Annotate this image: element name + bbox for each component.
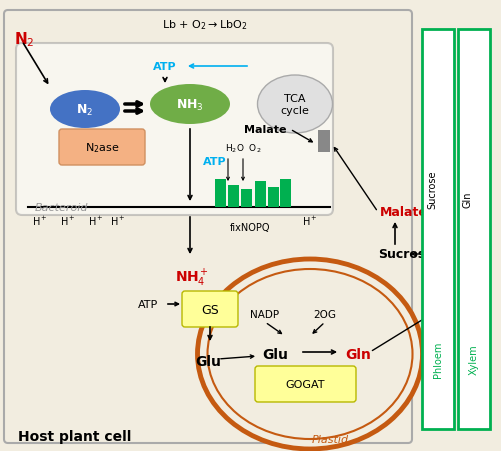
FancyBboxPatch shape bbox=[182, 291, 237, 327]
Text: TCA
cycle: TCA cycle bbox=[280, 94, 309, 115]
Text: Gln: Gln bbox=[462, 191, 472, 208]
Text: N$_2$: N$_2$ bbox=[76, 102, 93, 117]
Text: fixNOPQ: fixNOPQ bbox=[229, 222, 270, 232]
Text: ATP: ATP bbox=[138, 299, 158, 309]
Text: NH$_3$: NH$_3$ bbox=[176, 97, 203, 112]
Bar bbox=[457, 30, 489, 429]
Text: Malate: Malate bbox=[243, 125, 286, 135]
Ellipse shape bbox=[50, 91, 120, 129]
Text: GOGAT: GOGAT bbox=[285, 379, 324, 389]
Text: Xylem: Xylem bbox=[468, 344, 478, 374]
FancyBboxPatch shape bbox=[59, 130, 145, 166]
Ellipse shape bbox=[150, 85, 229, 125]
FancyBboxPatch shape bbox=[16, 44, 332, 216]
Text: H$^+$: H$^+$ bbox=[88, 215, 104, 228]
Text: Sucrose: Sucrose bbox=[426, 170, 436, 209]
Text: H$^+$: H$^+$ bbox=[110, 215, 126, 228]
Text: Malate: Malate bbox=[379, 206, 427, 219]
Text: Glu: Glu bbox=[262, 347, 288, 361]
Bar bbox=[280, 179, 291, 207]
Text: Glu: Glu bbox=[194, 354, 220, 368]
Text: N$_2$: N$_2$ bbox=[14, 30, 35, 49]
Text: Plastid: Plastid bbox=[311, 434, 348, 444]
Text: Bacteroid: Bacteroid bbox=[35, 202, 88, 212]
Bar bbox=[421, 30, 453, 429]
Bar bbox=[255, 182, 266, 207]
Text: ATP: ATP bbox=[153, 62, 176, 72]
Ellipse shape bbox=[257, 76, 332, 133]
Bar bbox=[268, 188, 279, 207]
Text: Gln: Gln bbox=[344, 347, 370, 361]
Text: H$_2$O  O$_2$: H$_2$O O$_2$ bbox=[224, 142, 261, 155]
Text: GS: GS bbox=[201, 303, 218, 316]
Text: ATP: ATP bbox=[203, 156, 226, 166]
Text: Lb + O$_2$$\rightarrow$LbO$_2$: Lb + O$_2$$\rightarrow$LbO$_2$ bbox=[162, 18, 247, 32]
Text: H$^+$: H$^+$ bbox=[60, 215, 76, 228]
Bar bbox=[240, 189, 252, 207]
Text: Phloem: Phloem bbox=[432, 341, 442, 377]
Text: H$^+$: H$^+$ bbox=[32, 215, 48, 228]
FancyBboxPatch shape bbox=[255, 366, 355, 402]
Bar bbox=[214, 179, 225, 207]
Text: N$_2$ase: N$_2$ase bbox=[85, 141, 119, 155]
FancyBboxPatch shape bbox=[4, 11, 411, 443]
Bar bbox=[317, 131, 329, 152]
Text: Host plant cell: Host plant cell bbox=[18, 429, 131, 443]
Text: 2OG: 2OG bbox=[313, 309, 336, 319]
Ellipse shape bbox=[197, 259, 422, 449]
Bar bbox=[227, 186, 238, 207]
Text: Sucrose: Sucrose bbox=[377, 248, 433, 261]
Text: H$^+$: H$^+$ bbox=[302, 215, 317, 228]
Text: NADP: NADP bbox=[250, 309, 279, 319]
Text: NH$_4^+$: NH$_4^+$ bbox=[175, 267, 208, 289]
